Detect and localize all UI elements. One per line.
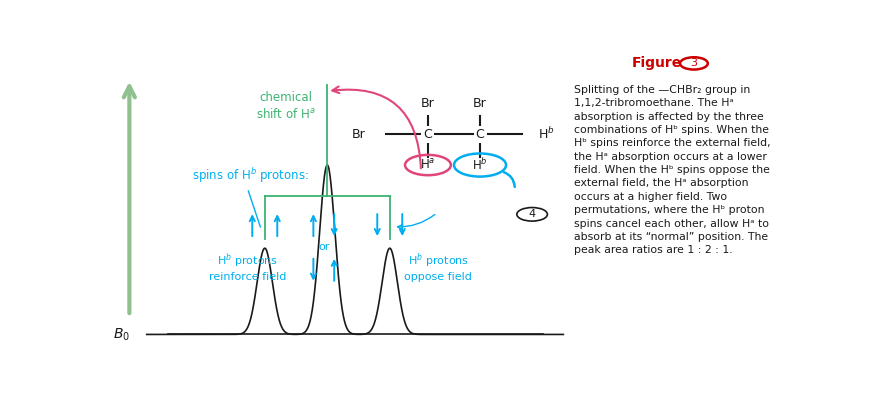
Text: $\mathit{B}_0$: $\mathit{B}_0$ (113, 326, 130, 343)
Text: 3: 3 (691, 58, 697, 68)
Text: chemical
shift of H$^a$: chemical shift of H$^a$ (255, 91, 315, 122)
Text: Br: Br (421, 97, 435, 110)
Text: H$^b$ protons
reinforce field: H$^b$ protons reinforce field (209, 251, 286, 282)
Text: C: C (476, 128, 485, 141)
Text: H$^b$: H$^b$ (472, 157, 488, 173)
Text: C: C (424, 128, 433, 141)
Text: H$^b$ protons
oppose field: H$^b$ protons oppose field (404, 251, 472, 282)
Text: or: or (318, 242, 330, 252)
Text: H$^a$: H$^a$ (420, 158, 435, 172)
Text: H$^b$: H$^b$ (538, 126, 555, 142)
Text: spins of H$^b$ protons:: spins of H$^b$ protons: (192, 166, 309, 185)
Text: Br: Br (473, 97, 487, 110)
Text: Figure: Figure (632, 56, 682, 70)
Text: Splitting of the —CHBr₂ group in
1,1,2-tribromoethane. The Hᵃ
absorption is affe: Splitting of the —CHBr₂ group in 1,1,2-t… (573, 85, 771, 255)
Text: 4: 4 (529, 209, 536, 219)
Text: Br: Br (351, 128, 366, 141)
